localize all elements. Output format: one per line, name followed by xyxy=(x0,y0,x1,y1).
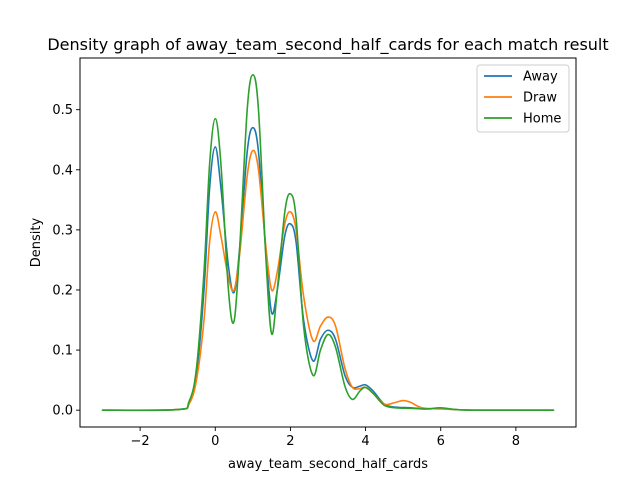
series-line-draw xyxy=(101,149,555,412)
y-axis-label: Density xyxy=(29,217,44,267)
y-tick-label: 0.4 xyxy=(52,163,73,178)
legend-label-home: Home xyxy=(523,112,561,127)
y-tick-label: 0.5 xyxy=(52,103,73,118)
x-axis-label: away_team_second_half_cards xyxy=(228,457,428,472)
x-tick-label: 8 xyxy=(512,434,520,449)
y-axis: 0.0 0.1 0.2 0.3 0.4 0.5 xyxy=(52,103,80,419)
legend-label-away: Away xyxy=(523,70,558,85)
y-tick-label: 0.2 xyxy=(52,283,73,298)
legend: Away Draw Home xyxy=(476,64,570,133)
y-tick-label: 0.0 xyxy=(52,404,73,419)
legend-box xyxy=(476,64,570,133)
series-line-home xyxy=(101,74,555,412)
x-tick-label: −2 xyxy=(131,434,150,449)
plot-frame xyxy=(79,57,577,428)
x-tick-label: 0 xyxy=(211,434,219,449)
y-tick-label: 0.1 xyxy=(52,344,73,359)
x-axis: −2 0 2 4 6 8 xyxy=(131,427,520,449)
x-tick-label: 6 xyxy=(437,434,445,449)
chart-title: Density graph of away_team_second_half_c… xyxy=(47,35,608,55)
x-tick-label: 2 xyxy=(286,434,294,449)
y-tick-label: 0.3 xyxy=(52,223,73,238)
legend-label-draw: Draw xyxy=(523,91,557,106)
x-tick-label: 4 xyxy=(361,434,369,449)
plot-area xyxy=(101,74,555,412)
